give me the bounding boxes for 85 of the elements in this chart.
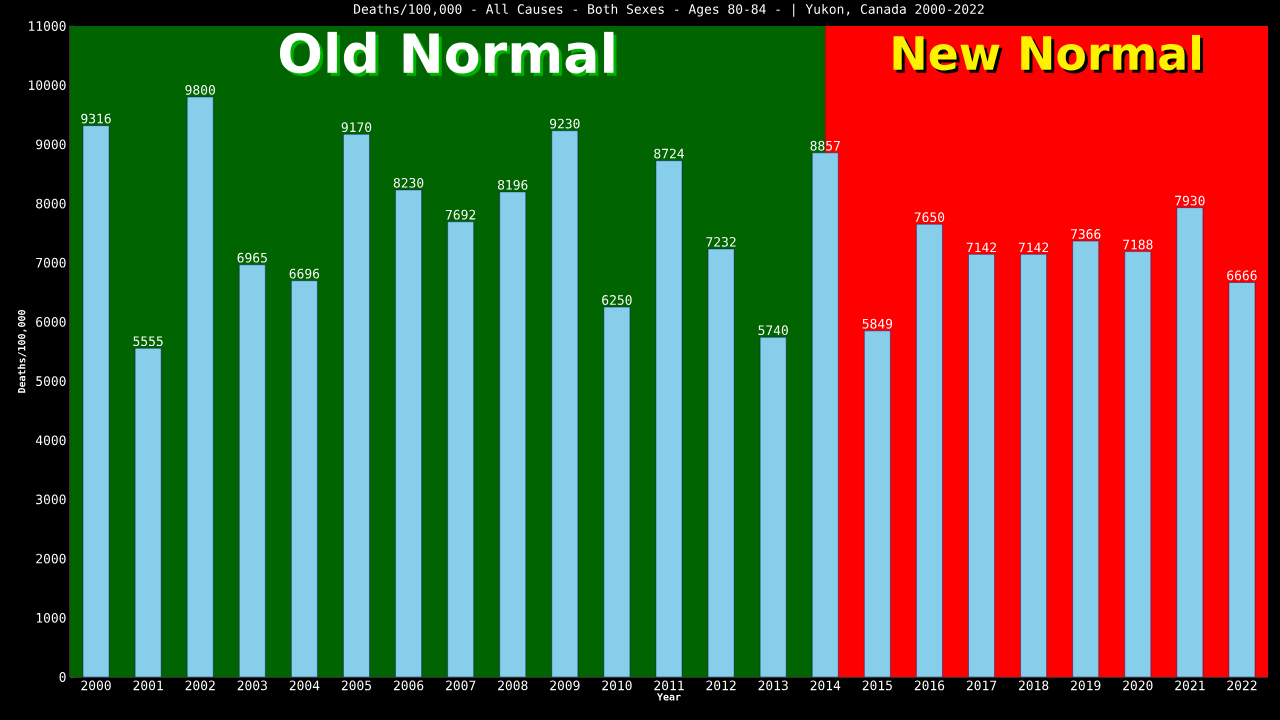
x-tick-label: 2004 xyxy=(289,680,320,691)
data-label: 5740 xyxy=(758,325,788,336)
data-label: 6696 xyxy=(289,268,320,279)
data-label: 5849 xyxy=(862,318,893,329)
x-tick-label: 2022 xyxy=(1227,680,1257,691)
x-tick-label: 2019 xyxy=(1071,680,1101,691)
y-tick-label: 4000 xyxy=(35,435,66,446)
x-tick-label: 2016 xyxy=(914,680,945,691)
x-tick-label: 2007 xyxy=(446,680,476,691)
bar xyxy=(447,221,474,677)
data-label: 9316 xyxy=(81,113,111,124)
data-label: 5555 xyxy=(133,336,163,347)
y-tick-label: 0 xyxy=(59,672,66,682)
y-tick-label: 10000 xyxy=(29,80,66,91)
bar xyxy=(864,330,891,677)
data-label: 7930 xyxy=(1175,195,1205,206)
y-tick-label: 7000 xyxy=(36,257,66,268)
bar xyxy=(603,306,631,677)
data-label: 8196 xyxy=(497,179,528,190)
bar xyxy=(187,96,214,677)
bar xyxy=(239,264,266,677)
y-tick-label: 11000 xyxy=(29,21,66,31)
data-label: 8724 xyxy=(654,148,684,159)
y-tick-label: 6000 xyxy=(36,317,66,327)
data-label: 7142 xyxy=(966,242,997,253)
data-label: 6666 xyxy=(1227,270,1257,281)
data-label: 6965 xyxy=(237,252,267,263)
bar xyxy=(655,160,683,677)
data-label: 9230 xyxy=(550,118,580,129)
bar xyxy=(1228,282,1256,677)
bar xyxy=(82,125,110,677)
x-axis-title: Year xyxy=(657,693,681,701)
x-tick-label: 2003 xyxy=(237,680,267,691)
band-label: Old Normal xyxy=(279,31,614,74)
x-tick-label: 2011 xyxy=(654,680,684,691)
bar xyxy=(499,191,526,677)
x-tick-label: 2013 xyxy=(758,680,788,691)
data-label: 7692 xyxy=(445,209,476,220)
bar xyxy=(916,224,943,677)
y-axis-title: Deaths/100,000 xyxy=(17,310,27,393)
x-tick-label: 2006 xyxy=(393,680,424,691)
bar xyxy=(134,348,162,677)
x-tick-label: 2000 xyxy=(81,680,111,691)
x-tick-label: 2020 xyxy=(1123,680,1153,691)
x-tick-label: 2005 xyxy=(341,680,372,691)
x-tick-label: 2009 xyxy=(550,680,580,691)
data-label: 7142 xyxy=(1018,242,1049,253)
bar xyxy=(759,337,787,677)
chart-title: Deaths/100,000 - All Causes - Both Sexes - Ages 80-84 - | Yukon, Canada 2000-2022 xyxy=(354,3,984,17)
data-label: 7188 xyxy=(1123,239,1153,250)
bar xyxy=(968,254,995,677)
data-label: 8230 xyxy=(393,177,424,188)
x-tick-label: 2014 xyxy=(810,680,841,691)
bar xyxy=(395,189,422,677)
data-label: 6250 xyxy=(602,295,632,305)
y-tick-label: 8000 xyxy=(36,198,66,209)
y-tick-label: 3000 xyxy=(36,494,66,505)
bar xyxy=(291,280,318,677)
y-tick-label: 2000 xyxy=(36,553,66,564)
y-tick-label: 1000 xyxy=(36,612,66,623)
y-tick-label: 5000 xyxy=(36,376,66,386)
x-tick-label: 2021 xyxy=(1175,680,1205,691)
x-tick-label: 2008 xyxy=(498,680,528,691)
bar xyxy=(343,134,370,677)
data-label: 7650 xyxy=(914,212,945,223)
bar xyxy=(1072,240,1099,677)
bar xyxy=(812,152,839,677)
x-tick-label: 2002 xyxy=(185,680,215,691)
x-tick-label: 2001 xyxy=(133,680,163,691)
band-label: New Normal xyxy=(893,34,1201,71)
y-tick-label: 9000 xyxy=(36,139,66,150)
x-tick-label: 2018 xyxy=(1018,680,1049,691)
data-label: 7232 xyxy=(706,237,736,247)
x-tick-label: 2015 xyxy=(862,680,892,691)
x-tick-label: 2017 xyxy=(966,680,997,691)
bar xyxy=(551,130,579,677)
bar xyxy=(1020,254,1047,677)
x-tick-label: 2012 xyxy=(706,680,736,691)
bar xyxy=(1176,207,1204,677)
data-label: 7366 xyxy=(1070,229,1101,239)
bar xyxy=(1124,251,1151,677)
data-label: 9170 xyxy=(341,122,372,133)
bar xyxy=(707,248,735,677)
data-label: 9800 xyxy=(185,85,215,95)
x-tick-label: 2010 xyxy=(602,680,632,691)
